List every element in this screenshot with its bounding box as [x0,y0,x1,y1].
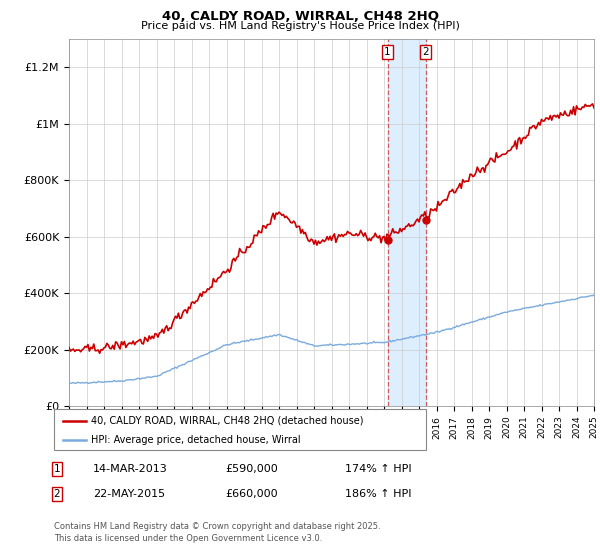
Text: 186% ↑ HPI: 186% ↑ HPI [345,489,412,499]
Text: 2: 2 [422,47,429,57]
Text: This data is licensed under the Open Government Licence v3.0.: This data is licensed under the Open Gov… [54,534,322,543]
Text: £590,000: £590,000 [225,464,278,474]
Text: Price paid vs. HM Land Registry's House Price Index (HPI): Price paid vs. HM Land Registry's House … [140,21,460,31]
Text: 1: 1 [384,47,391,57]
Bar [388,39,425,406]
Text: 1: 1 [53,464,61,474]
Text: 40, CALDY ROAD, WIRRAL, CH48 2HQ (detached house): 40, CALDY ROAD, WIRRAL, CH48 2HQ (detach… [91,416,364,426]
Text: 2: 2 [53,489,61,499]
Text: HPI: Average price, detached house, Wirral: HPI: Average price, detached house, Wirr… [91,435,301,445]
Text: Contains HM Land Registry data © Crown copyright and database right 2025.: Contains HM Land Registry data © Crown c… [54,522,380,531]
Text: 14-MAR-2013: 14-MAR-2013 [93,464,168,474]
Text: 174% ↑ HPI: 174% ↑ HPI [345,464,412,474]
Text: 22-MAY-2015: 22-MAY-2015 [93,489,165,499]
Text: 40, CALDY ROAD, WIRRAL, CH48 2HQ: 40, CALDY ROAD, WIRRAL, CH48 2HQ [161,10,439,22]
Text: £660,000: £660,000 [225,489,278,499]
